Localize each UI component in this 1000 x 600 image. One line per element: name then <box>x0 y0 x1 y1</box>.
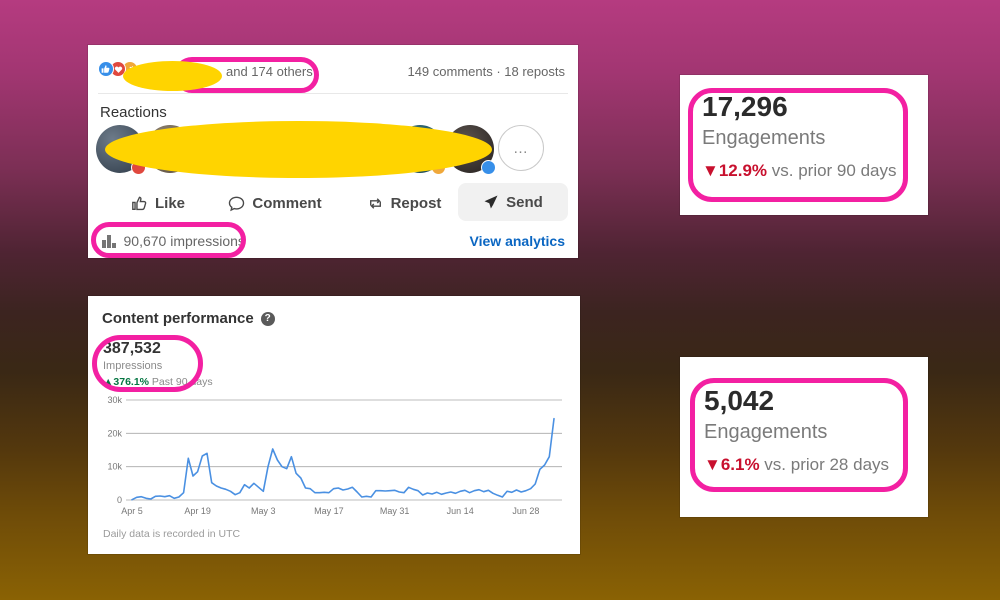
impressions-count: 90,670 impressions <box>102 233 245 249</box>
delta-down-value: ▼12.9% <box>702 161 768 180</box>
thumbs-up-icon <box>132 196 147 210</box>
svg-text:Apr 19: Apr 19 <box>184 506 211 516</box>
impressions-line-chart[interactable]: 0 10k 20k 30k Apr 5 Apr 19 May 3 May 17 May 31 Ju… <box>96 392 566 522</box>
repost-button[interactable]: Repost <box>354 183 454 223</box>
post-engagement-panel: and 174 others 149 comments · 18 reposts… <box>88 45 578 258</box>
delta-up-value: ▲376.1% <box>103 376 150 388</box>
svg-text:10k: 10k <box>107 462 122 472</box>
celebrate-badge-icon <box>431 160 446 175</box>
impressions-text: 90,670 impressions <box>123 233 245 249</box>
post-action-bar: Like Comment Repost Send <box>88 183 578 225</box>
delta-suffix: vs. prior 28 days <box>759 455 890 474</box>
view-analytics-link[interactable]: View analytics <box>469 233 565 249</box>
engagements-90d-delta: ▼12.9% vs. prior 90 days <box>702 161 896 181</box>
svg-text:May 31: May 31 <box>380 506 410 516</box>
avatar[interactable] <box>146 125 194 173</box>
post-social-counts-bar: and 174 others 149 comments · 18 reposts <box>88 45 578 93</box>
reactions-section-title: Reactions <box>100 104 167 121</box>
impressions-metric-label: Impressions <box>103 360 163 372</box>
send-plane-icon <box>484 195 498 209</box>
avatar[interactable] <box>396 125 446 175</box>
like-button-label: Like <box>154 194 185 212</box>
engagements-90d-card: 17,296 Engagements ▼12.9% vs. prior 90 d… <box>680 75 928 215</box>
repost-arrows-icon <box>369 197 381 209</box>
avatar[interactable] <box>446 125 496 175</box>
more-reactors-button[interactable]: … <box>498 125 544 171</box>
send-button-label: Send <box>506 193 543 211</box>
reactors-summary-text[interactable]: and 174 others <box>226 64 313 79</box>
avatar[interactable] <box>246 125 294 173</box>
svg-text:Jun 28: Jun 28 <box>512 506 539 516</box>
like-badge-icon <box>481 160 496 175</box>
svg-text:May 3: May 3 <box>251 506 276 516</box>
love-badge-icon <box>131 160 146 175</box>
reaction-icons-cluster[interactable] <box>98 61 138 77</box>
send-button[interactable]: Send <box>458 183 568 221</box>
like-reaction-icon <box>98 61 114 77</box>
svg-text:20k: 20k <box>107 428 122 438</box>
reactor-avatar-row <box>96 125 496 175</box>
avatar[interactable] <box>346 125 394 173</box>
engagements-28d-value: 5,042 <box>704 385 775 416</box>
engagements-90d-value: 17,296 <box>702 91 788 122</box>
panel-title: Content performance <box>102 310 254 327</box>
impressions-delta: ▲376.1% Past 90 days <box>103 376 213 388</box>
svg-text:Apr 5: Apr 5 <box>121 506 143 516</box>
like-button[interactable]: Like <box>116 183 200 223</box>
svg-text:Jun 14: Jun 14 <box>447 506 474 516</box>
content-performance-panel: Content performance ? 387,532 Impression… <box>88 296 580 554</box>
comment-button-label: Comment <box>252 194 322 212</box>
comments-reposts-count[interactable]: 149 comments · 18 reposts <box>407 64 565 79</box>
delta-down-value: ▼6.1% <box>704 455 760 474</box>
svg-text:May 17: May 17 <box>314 506 344 516</box>
help-icon[interactable]: ? <box>260 311 275 326</box>
engagements-28d-label: Engagements <box>704 421 828 443</box>
comment-button[interactable]: Comment <box>220 183 330 223</box>
repost-button-label: Repost <box>390 194 442 212</box>
svg-text:0: 0 <box>117 495 122 505</box>
comment-bubble-icon <box>229 196 245 211</box>
engagements-28d-delta: ▼6.1% vs. prior 28 days <box>704 455 889 475</box>
avatar[interactable] <box>196 125 244 173</box>
svg-text:30k: 30k <box>107 395 122 405</box>
engagements-90d-label: Engagements <box>702 127 826 149</box>
avatar[interactable] <box>296 125 344 173</box>
post-analytics-bar: 90,670 impressions View analytics <box>88 229 578 257</box>
bar-chart-icon <box>102 234 116 248</box>
engagements-28d-card: 5,042 Engagements ▼6.1% vs. prior 28 day… <box>680 357 928 517</box>
chart-footnote: Daily data is recorded in UTC <box>103 528 241 540</box>
delta-period: Past 90 days <box>149 376 213 388</box>
divider <box>98 93 568 94</box>
delta-suffix: vs. prior 90 days <box>767 161 897 180</box>
impressions-total-value: 387,532 <box>103 340 161 357</box>
avatar[interactable] <box>96 125 146 175</box>
